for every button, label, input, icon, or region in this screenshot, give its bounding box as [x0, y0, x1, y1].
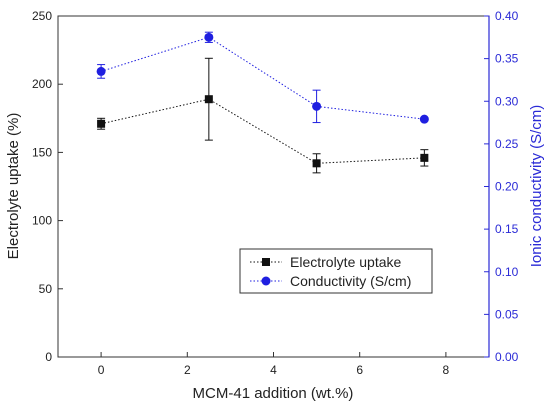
right-tick-label: 0.00: [495, 350, 519, 364]
left-tick-label: 0: [45, 350, 52, 364]
point-conductivity: [96, 66, 106, 76]
x-tick-label: 0: [98, 363, 105, 377]
x-axis-label: MCM-41 addition (wt.%): [193, 385, 354, 402]
right-axis-label: Ionic conductivity (S/cm): [528, 105, 545, 268]
right-tick-label: 0.10: [495, 265, 519, 279]
x-tick-label: 6: [356, 363, 363, 377]
right-tick-label: 0.30: [495, 94, 519, 108]
left-tick-label: 50: [39, 282, 53, 296]
right-axis-ticks: 0.00 0.05 0.10 0.15 0.20 0.25 0.30 0.35 0.40: [484, 9, 519, 364]
right-tick-label: 0.15: [495, 222, 519, 236]
point-conductivity: [312, 101, 322, 111]
series-line-conductivity: [100, 36, 425, 120]
right-tick-label: 0.25: [495, 137, 519, 151]
right-tick-label: 0.05: [495, 307, 519, 321]
x-tick-label: 2: [184, 363, 191, 377]
legend: Electrolyte uptake Conductivity (S/cm): [239, 248, 433, 294]
right-tick-label: 0.40: [495, 9, 519, 23]
point-conductivity: [419, 114, 429, 124]
left-tick-label: 100: [32, 214, 52, 228]
x-axis-ticks: 0 2 4 6 8: [98, 352, 450, 377]
legend-marker-uptake: [262, 258, 270, 266]
point-uptake: [312, 159, 321, 168]
point-uptake: [204, 95, 213, 104]
point-uptake: [420, 153, 429, 162]
left-axis-ticks: 0 50 100 150 200 250: [32, 9, 63, 364]
x-tick-label: 4: [270, 363, 277, 377]
left-axis-label: Electrolyte uptake (%): [5, 113, 22, 260]
right-tick-label: 0.20: [495, 180, 519, 194]
series-layer: [96, 31, 429, 174]
left-tick-label: 200: [32, 77, 52, 91]
point-uptake: [97, 119, 106, 128]
left-tick-label: 150: [32, 145, 52, 159]
series-line-uptake: [100, 98, 425, 164]
plot-frame: [57, 15, 490, 358]
left-tick-label: 250: [32, 9, 52, 23]
x-tick-label: 8: [443, 363, 450, 377]
point-conductivity: [204, 32, 214, 42]
legend-label-conductivity: Conductivity (S/cm): [290, 273, 411, 289]
right-tick-label: 0.35: [495, 52, 519, 66]
legend-label-uptake: Electrolyte uptake: [290, 254, 401, 270]
legend-box: [239, 248, 433, 294]
legend-marker-conductivity: [261, 276, 271, 286]
